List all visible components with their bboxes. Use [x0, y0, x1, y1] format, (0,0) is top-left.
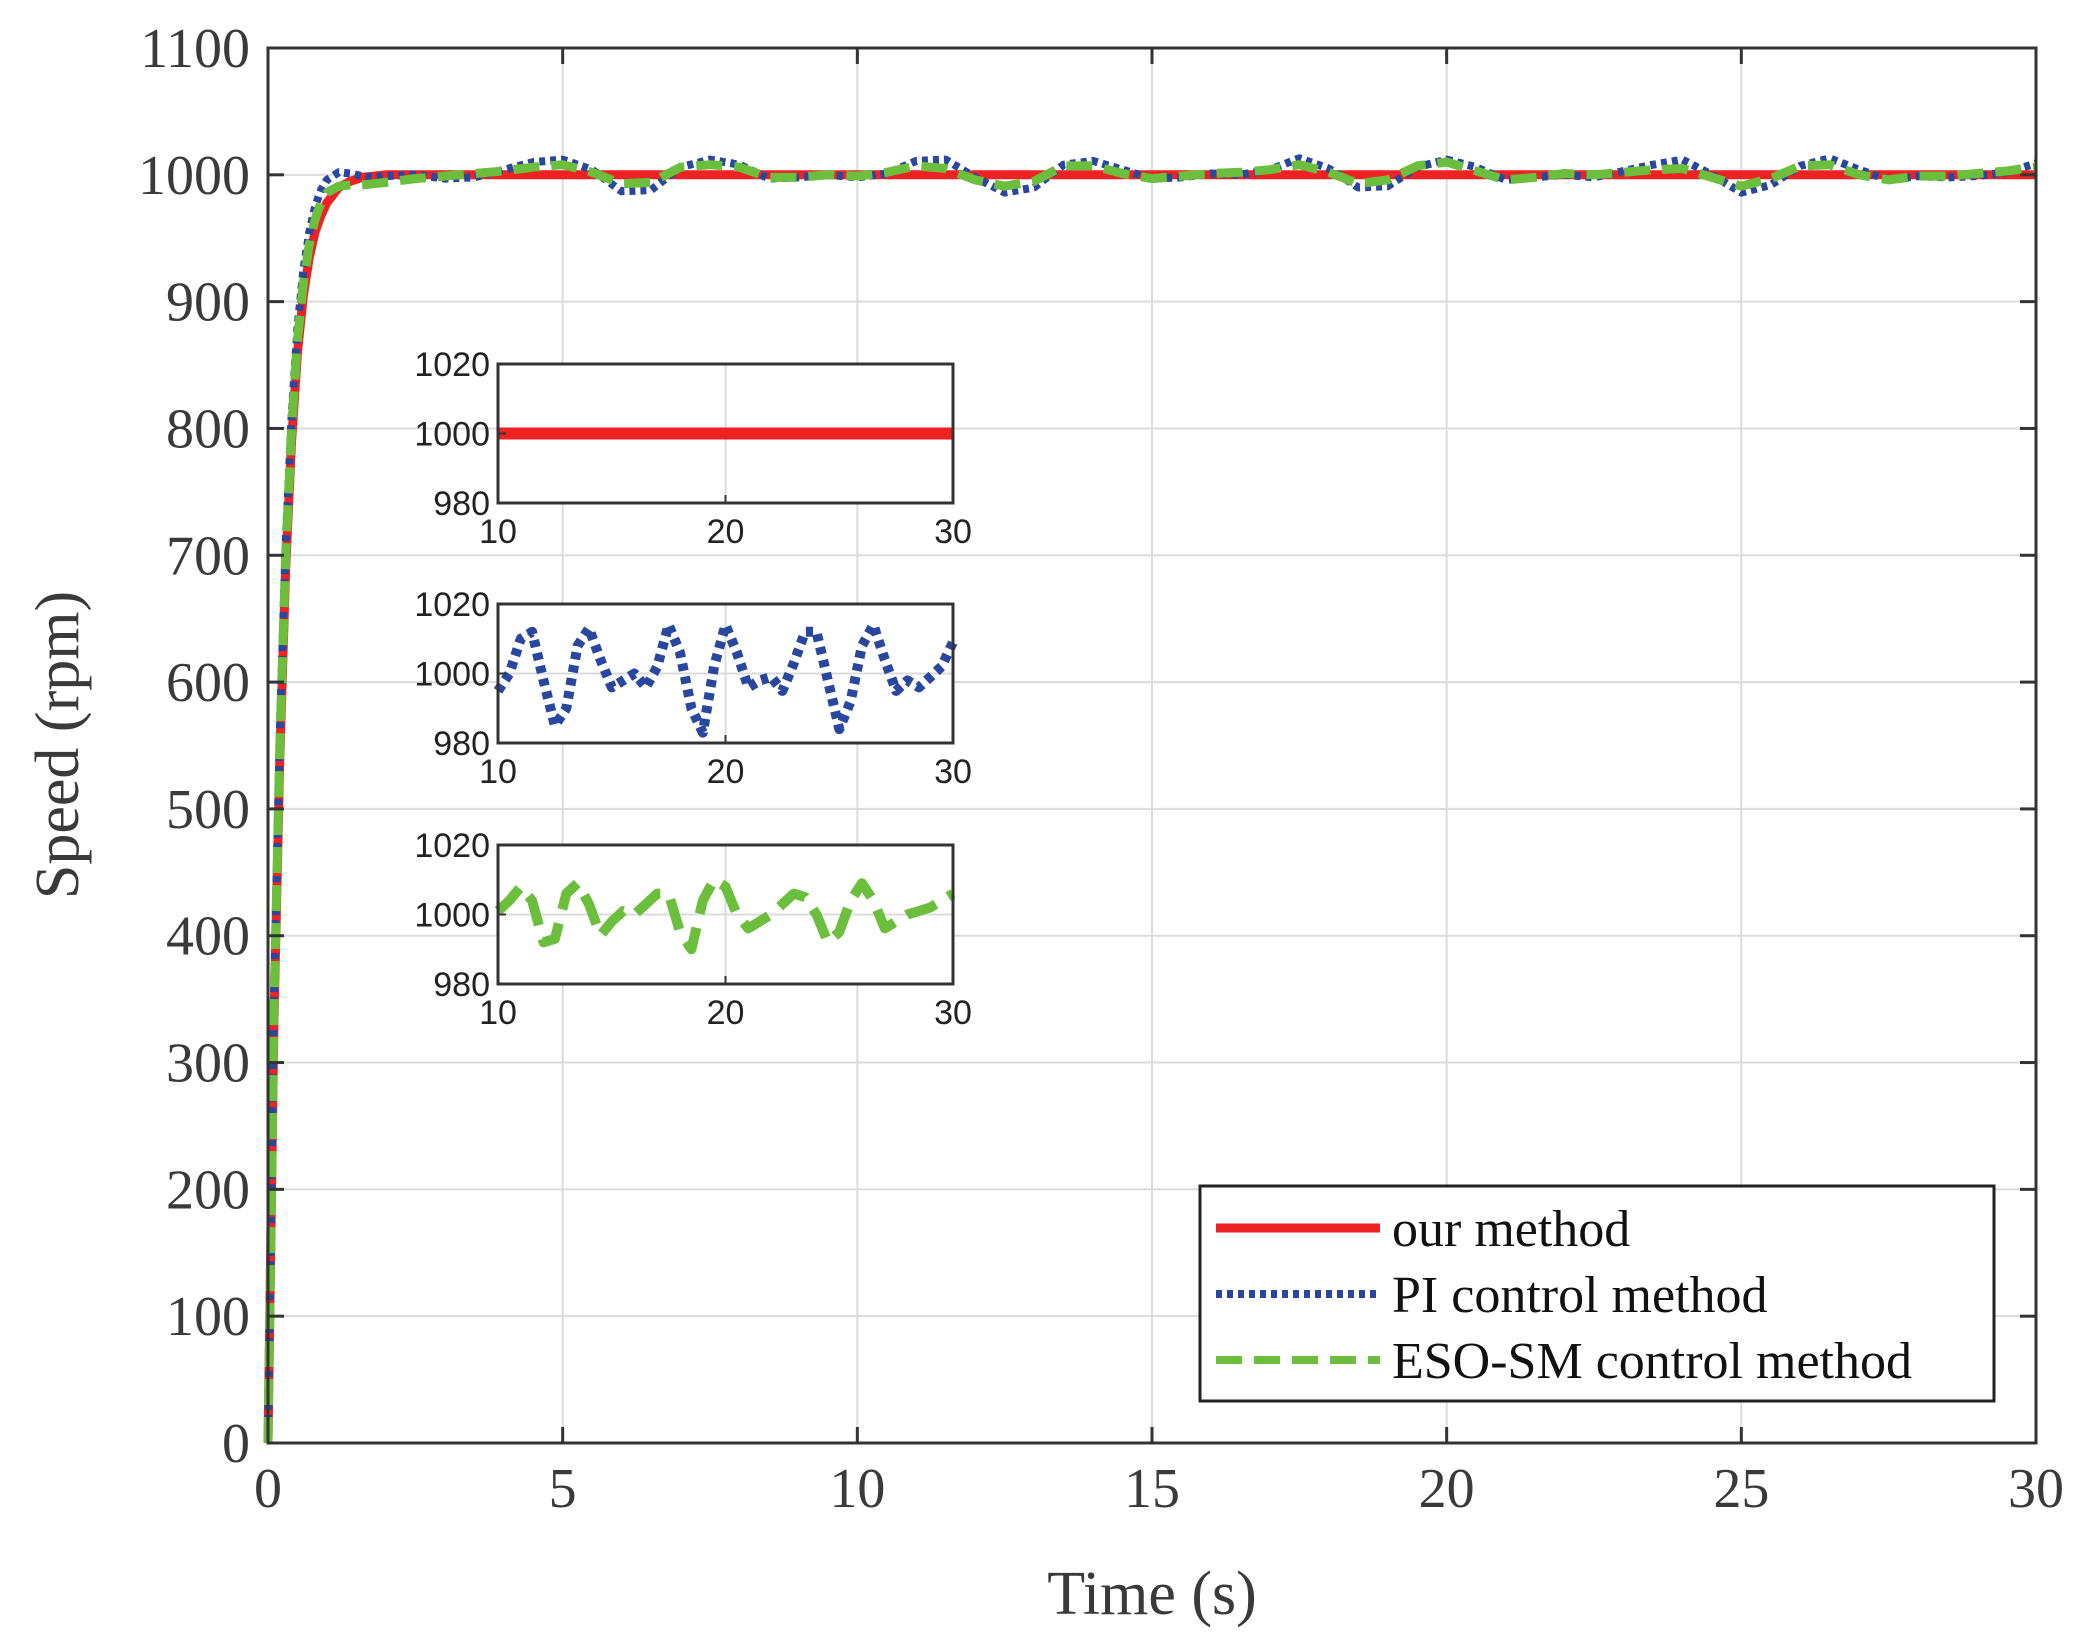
inset-x-tick-label: 20	[707, 994, 745, 1032]
inset-x-tick-label: 10	[479, 753, 517, 791]
inset-x-tick-label: 30	[934, 753, 972, 791]
inset-x-tick-label: 30	[934, 513, 972, 551]
inset-y-tick-label: 980	[433, 725, 490, 763]
legend-item: our method	[1216, 1201, 1630, 1258]
y-tick-label: 400	[166, 906, 250, 968]
inset-y-tick-label: 980	[433, 485, 490, 523]
x-tick-label: 20	[1419, 1458, 1475, 1520]
inset-x-tick-label: 10	[479, 513, 517, 551]
legend: our method PI control method ESO-SM contro…	[1198, 1184, 1996, 1403]
inset-y-tick-label: 1020	[414, 586, 490, 624]
inset-y-tick-label: 1000	[414, 897, 490, 935]
x-tick-label: 30	[2008, 1458, 2064, 1520]
y-tick-label: 200	[166, 1159, 250, 1221]
y-tick-label: 600	[166, 652, 250, 714]
series-line-pi-control-method	[264, 154, 2038, 1444]
x-tick-label: 15	[1124, 1458, 1180, 1520]
y-tick-label: 300	[166, 1033, 250, 1095]
legend-label: ESO-SM control method	[1392, 1333, 1912, 1390]
x-tick-label: 25	[1713, 1458, 1769, 1520]
y-tick-label: 700	[166, 525, 250, 587]
inset-series-line	[494, 874, 956, 955]
inset-x-tick-label: 10	[479, 994, 517, 1032]
y-axis-label: Speed (rpm)	[24, 591, 92, 899]
tick-marks	[266, 46, 2038, 1445]
inset-x-tick-label: 20	[707, 753, 745, 791]
main-series	[263, 154, 2038, 1444]
inset-y-tick-label: 1020	[414, 346, 490, 384]
inset-y-tick-label: 1000	[414, 416, 490, 454]
y-tick-label: 1100	[140, 18, 250, 80]
y-tick-label: 500	[166, 779, 250, 841]
inset-y-tick-label: 980	[433, 966, 490, 1004]
legend-label: our method	[1392, 1201, 1630, 1258]
legend-label: PI control method	[1392, 1267, 1768, 1324]
y-tick-label: 0	[222, 1413, 250, 1475]
inset-series-line	[493, 619, 958, 738]
legend-box	[1198, 1184, 1996, 1403]
y-tick-label: 800	[166, 398, 250, 460]
legend-item: PI control method	[1216, 1267, 1768, 1324]
y-tick-label: 100	[166, 1286, 250, 1348]
inset-x-tick-label: 30	[934, 994, 972, 1032]
x-tick-label: 0	[254, 1458, 282, 1520]
x-tick-label: 10	[829, 1458, 885, 1520]
inset-x-tick-label: 20	[707, 513, 745, 551]
inset-y-tick-label: 1000	[414, 656, 490, 694]
y-tick-label: 1000	[138, 145, 250, 207]
x-axis-label: Time (s)	[1047, 1560, 1257, 1628]
y-tick-label: 900	[166, 272, 250, 334]
inset-y-tick-label: 1020	[414, 827, 490, 865]
tick-labels: 0 5 10 15 20 25 300100200300400500600700800900…	[138, 18, 2064, 1520]
legend-item: ESO-SM control method	[1216, 1333, 1912, 1390]
x-tick-label: 5	[549, 1458, 577, 1520]
series-line-eso-sm-control-method	[263, 157, 2037, 1444]
